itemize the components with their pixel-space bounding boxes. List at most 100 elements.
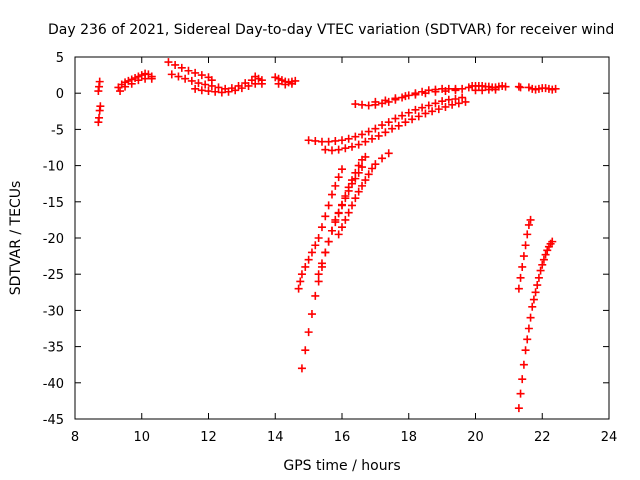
y-axis-label: SDTVAR / TECUs — [8, 181, 24, 296]
y-tick-label: -10 — [43, 160, 64, 175]
series-8 — [321, 97, 470, 155]
series-6 — [271, 73, 300, 89]
data-point — [484, 85, 493, 94]
data-point — [338, 165, 346, 174]
data-point — [147, 74, 156, 83]
series-0 — [94, 77, 105, 127]
data-point — [368, 134, 377, 143]
data-point — [378, 154, 387, 163]
data-point — [524, 220, 533, 229]
data-point — [539, 255, 548, 264]
data-point — [478, 86, 487, 95]
data-point — [327, 226, 336, 235]
data-point — [338, 136, 346, 145]
data-point — [334, 209, 343, 218]
data-point — [341, 215, 350, 224]
y-tick-label: 0 — [56, 87, 64, 102]
data-point — [458, 93, 467, 102]
x-tick-label: 24 — [601, 430, 618, 445]
data-point — [421, 109, 430, 118]
data-point — [421, 89, 430, 98]
data-point — [444, 95, 453, 104]
data-point — [314, 277, 323, 286]
data-point — [411, 105, 420, 114]
data-point — [381, 128, 390, 137]
data-point — [358, 130, 367, 139]
data-point — [294, 284, 303, 293]
series-19 — [514, 237, 557, 413]
data-point — [321, 248, 330, 257]
data-point — [341, 144, 350, 153]
data-point — [378, 121, 387, 130]
data-point — [514, 284, 523, 293]
y-tick-label: -20 — [43, 232, 64, 247]
data-point — [491, 85, 500, 94]
data-point — [304, 328, 313, 337]
data-point — [338, 200, 346, 209]
series-14 — [294, 165, 346, 293]
data-point — [523, 335, 532, 344]
data-point — [526, 313, 535, 322]
x-tick-labels: 8 10 12 14 16 18 20 22 24 — [71, 430, 617, 445]
data-point — [543, 246, 552, 255]
data-point — [351, 132, 360, 141]
data-point — [351, 100, 360, 109]
x-tick-label: 20 — [467, 430, 484, 445]
series-10 — [371, 86, 460, 106]
data-point — [516, 273, 525, 282]
data-point — [317, 137, 326, 146]
data-point — [431, 87, 440, 96]
x-axis-label: GPS time / hours — [283, 458, 400, 474]
data-point — [334, 145, 343, 154]
data-point — [344, 208, 353, 217]
data-point — [127, 79, 136, 88]
data-point — [311, 291, 320, 300]
data-point — [307, 248, 316, 257]
data-point — [304, 136, 313, 145]
x-tick-label: 22 — [534, 430, 551, 445]
data-point — [187, 76, 196, 85]
data-point — [381, 96, 390, 105]
data-point — [334, 173, 343, 182]
data-point — [518, 375, 527, 384]
plot-frame — [74, 56, 610, 420]
data-point — [304, 255, 313, 264]
data-point — [368, 164, 377, 173]
data-point — [514, 404, 523, 413]
data-point — [348, 142, 357, 151]
data-point — [134, 76, 143, 85]
data-point — [354, 161, 363, 170]
data-point — [519, 360, 528, 369]
x-tick-label: 10 — [133, 430, 150, 445]
data-point — [201, 80, 210, 89]
data-point — [371, 160, 380, 169]
data-point — [177, 63, 186, 72]
data-point — [164, 58, 173, 67]
data-points — [94, 58, 560, 413]
data-point — [274, 79, 283, 88]
x-tick-label: 14 — [267, 430, 284, 445]
data-point — [311, 136, 320, 145]
data-point — [344, 134, 353, 143]
data-point — [524, 324, 533, 333]
data-point — [351, 194, 360, 203]
data-point — [364, 101, 373, 110]
series-2 — [164, 58, 216, 85]
data-point — [354, 187, 363, 196]
data-point — [307, 310, 316, 319]
data-point — [384, 149, 393, 158]
data-point — [321, 145, 330, 154]
data-point — [224, 87, 233, 96]
data-point — [257, 79, 266, 88]
series-4 — [191, 79, 260, 97]
data-point — [321, 212, 330, 221]
data-point — [551, 84, 560, 93]
chart-title: Day 236 of 2021, Sidereal Day-to-day VTE… — [48, 22, 614, 38]
data-point — [231, 86, 240, 95]
data-point — [531, 288, 540, 297]
series-12 — [514, 82, 525, 92]
series-1 — [114, 69, 156, 96]
data-point — [184, 66, 193, 75]
data-point — [121, 82, 130, 91]
